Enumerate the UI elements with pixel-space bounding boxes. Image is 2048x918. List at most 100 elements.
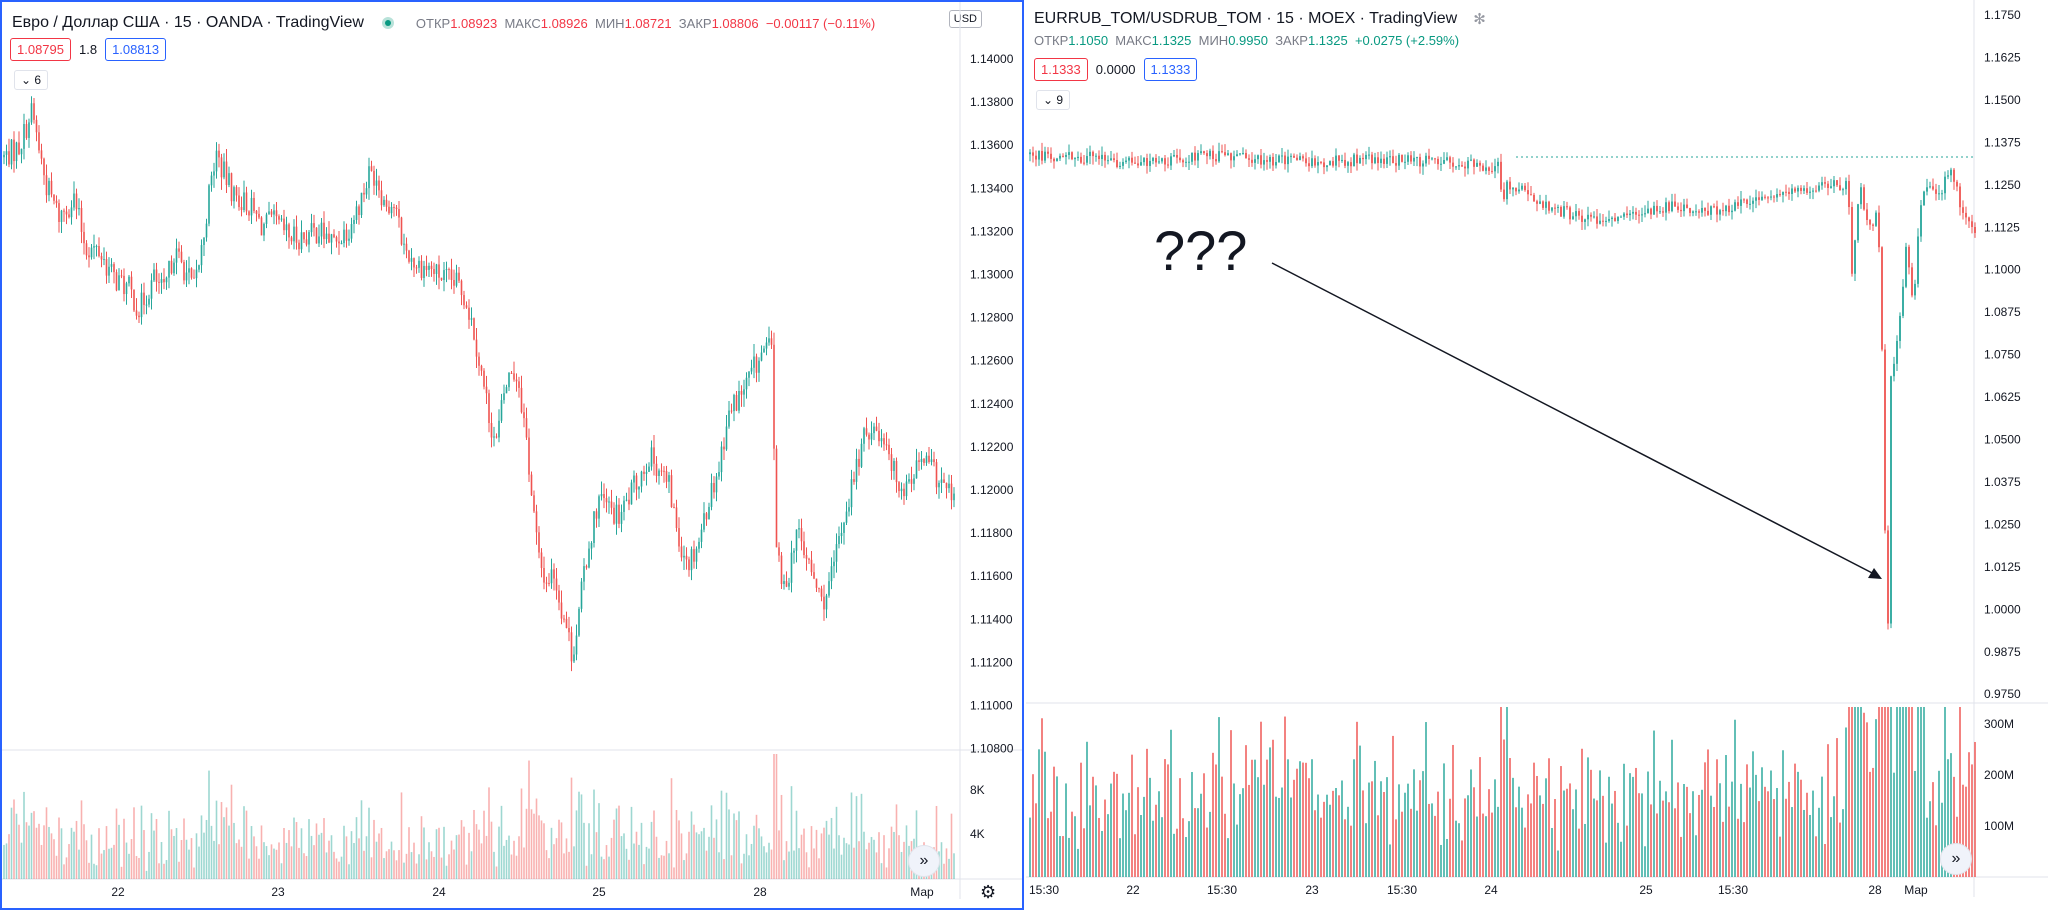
volume-bar: [738, 811, 740, 879]
y-tick-label: 1.0000: [1984, 602, 2021, 616]
y-tick-label: 0.9875: [1984, 645, 2021, 659]
volume-bar: [130, 839, 133, 879]
candle: [1230, 152, 1232, 169]
right-scroll-to-realtime-icon[interactable]: »: [1940, 843, 1972, 875]
volume-bar: [170, 829, 173, 879]
candle: [1581, 209, 1583, 231]
volume-bar: [1965, 786, 1967, 877]
candle: [943, 472, 945, 483]
volume-bar: [1785, 798, 1787, 877]
right-bid-button[interactable]: 1.1333: [1034, 58, 1088, 81]
volume-bar: [1392, 735, 1394, 877]
volume-bar: [610, 837, 613, 879]
candle: [1257, 154, 1259, 164]
left-chart-svg[interactable]: 1.14000 1.13800 1.13600 1.13400 1.13200 1.130…: [2, 2, 1022, 908]
candle: [1347, 160, 1349, 173]
volume-bar: [1053, 766, 1055, 877]
volume-bar: [1515, 807, 1517, 877]
candle: [388, 200, 390, 215]
candle: [1689, 207, 1691, 217]
volume-bar: [268, 855, 270, 879]
candle: [550, 558, 553, 589]
right-chart-svg[interactable]: 1.1750 1.1625 1.1500 1.1375 1.1250 1.1125 1.10…: [1026, 0, 2048, 910]
right-chart-panel[interactable]: EURRUB_TOM/USDRUB_TOM · 15 · MOEX · Trad…: [1026, 0, 2048, 910]
candle: [1053, 157, 1055, 169]
candle: [270, 209, 273, 218]
volume-bar: [1302, 762, 1304, 877]
candle: [1809, 186, 1811, 199]
volume-bar: [1218, 717, 1220, 877]
volume-bar: [880, 863, 883, 879]
volume-bar: [185, 839, 188, 879]
candle: [1326, 165, 1328, 172]
volume-bar: [365, 836, 368, 879]
candle: [1272, 153, 1274, 172]
candle: [135, 298, 138, 320]
left-ask-button[interactable]: 1.08813: [105, 38, 167, 61]
candle: [1332, 156, 1334, 168]
candle: [1797, 185, 1799, 198]
candle: [818, 587, 820, 593]
candle: [248, 210, 250, 222]
candle: [268, 201, 270, 215]
candle: [748, 371, 750, 387]
volume-bar: [1440, 844, 1442, 877]
volume-bar: [1839, 822, 1841, 877]
volume-bar: [115, 808, 118, 879]
volume-bar: [280, 863, 283, 879]
volume-bar: [1467, 795, 1469, 877]
y-tick-label: 1.13800: [970, 95, 1014, 109]
volume-bar: [1596, 800, 1598, 877]
candle: [1779, 189, 1781, 197]
volume-bar: [845, 843, 848, 879]
candle: [1095, 153, 1097, 162]
left-indicators-toggle[interactable]: ⌄ 6: [14, 70, 49, 90]
volume-bar: [500, 805, 503, 879]
volume-bar: [1293, 779, 1295, 877]
volume-bar: [650, 821, 653, 879]
settings-gear-icon[interactable]: ⚙: [980, 882, 997, 902]
candle: [1389, 150, 1391, 166]
volume-bar: [1791, 807, 1793, 877]
volume-bar: [1488, 789, 1490, 877]
volume-bar: [1542, 803, 1544, 877]
volume-bar: [1893, 772, 1895, 877]
candle: [100, 252, 103, 268]
candle: [490, 412, 493, 448]
volume-bar: [155, 818, 158, 879]
candle: [1281, 147, 1283, 164]
volume-bar: [260, 825, 263, 879]
candle: [288, 222, 290, 249]
candle: [193, 269, 195, 279]
left-bid-button[interactable]: 1.08795: [10, 38, 71, 61]
x-tick-label: Мар: [1904, 883, 1928, 897]
volume-bar: [1140, 815, 1142, 877]
volume-bar: [1458, 823, 1460, 877]
volume-bar: [1845, 727, 1847, 877]
volume-bar: [550, 827, 553, 879]
right-symbol-title[interactable]: EURRUB_TOM/USDRUB_TOM · 15 · MOEX · Trad…: [1034, 10, 1458, 27]
candle: [1461, 161, 1463, 167]
candle: [1674, 193, 1676, 207]
candle: [1950, 167, 1952, 183]
candle: [1260, 148, 1262, 169]
volume-bar: [348, 864, 350, 879]
right-indicators-toggle[interactable]: ⌄ 9: [1036, 90, 1071, 110]
scroll-to-realtime-icon[interactable]: »: [908, 845, 940, 877]
volume-bar: [733, 813, 735, 879]
x-tick-label: 15:30: [1029, 883, 1059, 897]
candle: [593, 511, 595, 548]
candle: [805, 547, 808, 571]
left-symbol-title[interactable]: Евро / Доллар США · 15 · OANDA · Trading…: [12, 14, 364, 31]
candle: [558, 584, 560, 611]
candle: [1653, 201, 1655, 216]
volume-bar: [1410, 808, 1412, 877]
candle: [1191, 152, 1193, 165]
y-tick-label: 1.14000: [970, 52, 1014, 66]
left-chart-panel[interactable]: Евро / Доллар США · 15 · OANDA · Trading…: [0, 0, 1024, 910]
volume-bar: [1128, 792, 1130, 877]
volume-bar: [325, 852, 328, 879]
volume-bar: [215, 800, 218, 879]
candle: [723, 437, 725, 461]
right-ask-button[interactable]: 1.1333: [1143, 58, 1198, 81]
